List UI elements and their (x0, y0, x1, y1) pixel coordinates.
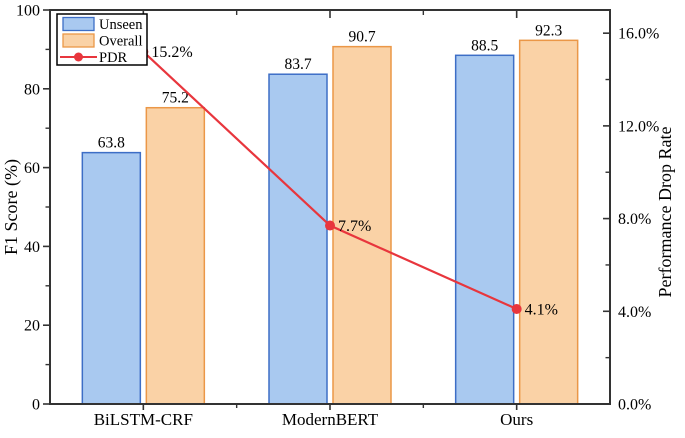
left-tick-label: 80 (24, 81, 40, 98)
bar-overall-modernbert (332, 45, 392, 405)
left-tick-label: 40 (24, 239, 40, 256)
legend-swatch-overall (62, 33, 95, 48)
pdr-marker (511, 303, 522, 314)
left-tick-label: 20 (24, 318, 40, 335)
bar-value-label: 88.5 (471, 37, 498, 54)
legend-label: PDR (99, 50, 128, 66)
right-tick-label: 0.0% (618, 397, 651, 414)
left-axis-title: F1 Score (%) (1, 159, 22, 255)
bar-value-label: 92.3 (535, 22, 562, 39)
category-label: Ours (500, 410, 533, 429)
category-label: ModernBERT (282, 410, 379, 429)
bar-unseen-ours (454, 54, 515, 405)
right-tick-label: 12.0% (618, 118, 659, 135)
bar-overall-ours (518, 39, 579, 405)
category-label: BiLSTM-CRF (94, 410, 193, 429)
legend-marker-icon (74, 52, 83, 62)
left-tick-label: 100 (16, 3, 40, 20)
legend-label: Unseen (99, 17, 143, 33)
bar-value-label: 75.2 (162, 90, 189, 107)
bar-value-label: 63.8 (98, 135, 125, 152)
right-tick-label: 4.0% (618, 304, 651, 321)
bar-unseen-modernbert (268, 73, 328, 405)
bar-value-label: 90.7 (348, 29, 375, 46)
left-tick-label: 0 (32, 397, 40, 414)
right-tick-label: 16.0% (618, 26, 659, 43)
bar-unseen-bilstm-crf (81, 151, 142, 405)
bar-value-label: 83.7 (284, 56, 311, 73)
bar-overall-bilstm-crf (145, 106, 206, 405)
right-tick-label: 8.0% (618, 211, 651, 228)
pdr-marker (325, 220, 335, 231)
left-tick-label: 60 (24, 160, 40, 177)
pdr-value-label: 4.1% (525, 301, 558, 318)
right-axis-title: Performance Drop Rate (655, 127, 675, 298)
legend-label: Overall (99, 34, 142, 50)
pdr-value-label: 7.7% (338, 218, 371, 235)
pdr-value-label: 15.2% (151, 44, 192, 61)
legend-swatch-unseen (62, 16, 95, 32)
